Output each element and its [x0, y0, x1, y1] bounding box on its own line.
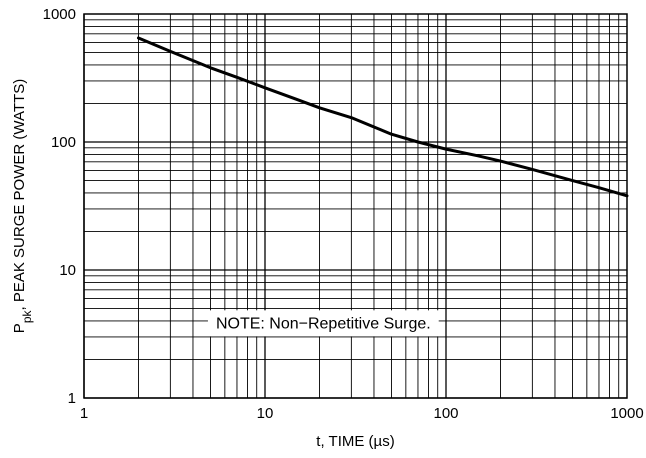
x-tick-label: 100 [433, 405, 458, 422]
y-tick-labels: 1 10 100 1000 [43, 6, 76, 407]
x-tick-label: 10 [257, 405, 274, 422]
series-line [136, 36, 629, 198]
x-tick-label: 1 [80, 405, 88, 422]
y-tick-label: 10 [59, 262, 76, 279]
y-axis-label: Ppk, PEAK SURGE POWER (WATTS) [11, 79, 34, 333]
annotation-background [207, 310, 439, 337]
y-tick-label: 100 [51, 134, 76, 151]
annotation: NOTE: Non−Repetitive Surge. [207, 310, 439, 337]
y-tick-label: 1 [68, 390, 76, 407]
y-tick-label: 1000 [43, 6, 76, 23]
annotation-text: NOTE: Non−Repetitive Surge. [216, 315, 431, 332]
grid-lines [83, 14, 627, 399]
x-tick-labels: 1 10 100 1000 [80, 405, 644, 422]
x-axis-label: t, TIME (µs) [316, 433, 394, 450]
x-tick-label: 1000 [610, 405, 643, 422]
plot-frame [83, 13, 628, 399]
